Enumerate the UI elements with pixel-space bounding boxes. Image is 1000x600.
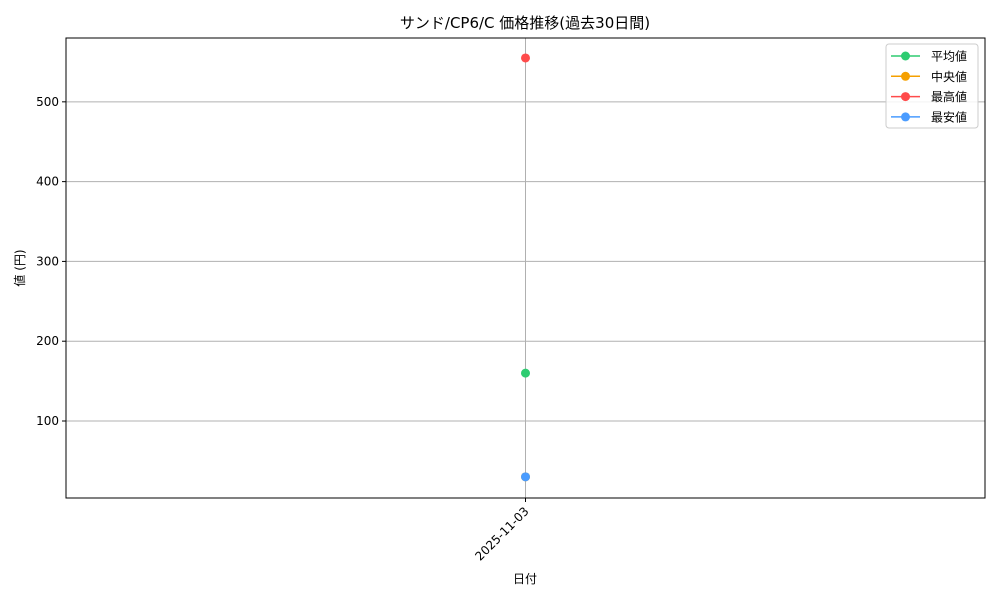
x-axis-label: 日付: [513, 572, 537, 586]
y-axis-label: 値 (円): [12, 249, 27, 286]
legend-marker: [901, 71, 910, 81]
legend-entry: 最安値: [891, 109, 967, 124]
legend-label: 中央値: [931, 69, 967, 84]
data-marks: [521, 53, 530, 482]
legend-entry: 中央値: [891, 69, 967, 84]
x-axis-ticks: 2025-11-03: [472, 498, 532, 563]
legend-label: 最安値: [931, 109, 967, 124]
plot-frame: [65, 37, 986, 499]
legend-entry: 平均値: [891, 49, 967, 64]
legend-marker: [901, 92, 910, 102]
legend-box: [885, 43, 979, 129]
x-tick-label: 2025-11-03: [472, 504, 531, 563]
y-tick-label: 200: [36, 334, 59, 348]
legend-entry: 最高値: [891, 89, 967, 104]
legend-marker: [901, 51, 910, 61]
data-point: [521, 368, 530, 378]
y-tick-label: 100: [36, 414, 59, 428]
y-tick-label: 500: [36, 95, 59, 109]
grid: [66, 38, 985, 498]
data-point: [521, 472, 530, 482]
y-axis-ticks: 100 200 300 400 500: [36, 95, 66, 428]
chart-title: サンド/CP6/C 価格推移(過去30日間): [400, 14, 650, 32]
y-tick-label: 400: [36, 175, 59, 189]
legend-marker: [901, 112, 910, 122]
legend-label: 最高値: [931, 89, 967, 104]
legend-label: 平均値: [931, 49, 967, 64]
y-tick-label: 300: [36, 254, 59, 268]
data-point: [521, 53, 530, 63]
